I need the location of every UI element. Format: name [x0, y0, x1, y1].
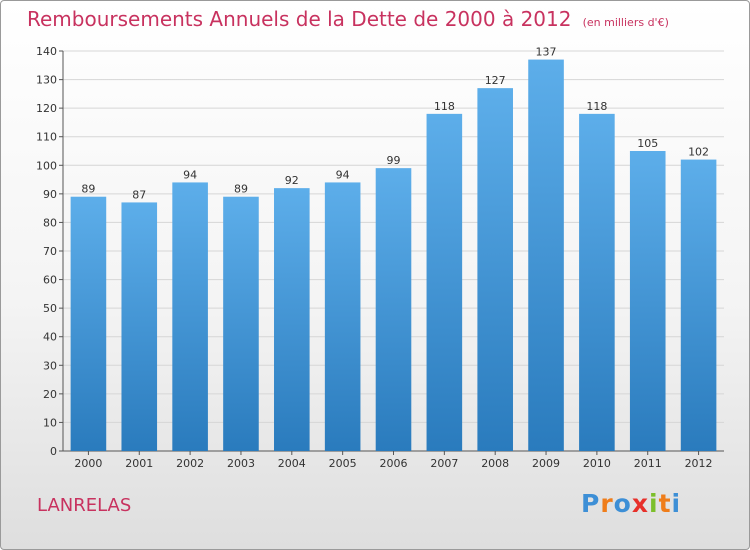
x-tick-label: 2004 — [278, 457, 306, 470]
chart-title-text: Remboursements Annuels de la Dette de 20… — [27, 7, 572, 31]
y-tick-label: 20 — [43, 388, 57, 401]
place-name: LANRELAS — [37, 495, 132, 516]
logo-letter: P — [581, 489, 601, 518]
bar — [121, 202, 158, 451]
bar — [223, 196, 259, 451]
data-label: 89 — [81, 183, 95, 196]
x-tick-label: 2009 — [532, 457, 560, 470]
chart-title: Remboursements Annuels de la Dette de 20… — [27, 7, 669, 31]
y-tick-label: 80 — [43, 216, 57, 229]
bar — [477, 88, 513, 452]
data-label: 92 — [285, 174, 299, 187]
bar — [324, 182, 361, 451]
bar — [274, 188, 310, 451]
data-label: 137 — [536, 46, 557, 59]
bar — [528, 59, 564, 451]
x-tick-label: 2001 — [125, 457, 153, 470]
data-label: 105 — [637, 137, 658, 150]
chart-unit-text: (en milliers d'€) — [582, 16, 669, 29]
y-tick-label: 10 — [43, 416, 57, 429]
x-tick-label: 2007 — [430, 457, 458, 470]
y-tick-label: 40 — [43, 331, 57, 344]
y-tick-label: 110 — [36, 131, 57, 144]
y-tick-label: 60 — [43, 274, 57, 287]
bar — [680, 159, 717, 452]
x-tick-label: 2006 — [380, 457, 408, 470]
bar — [70, 196, 107, 451]
y-tick-label: 90 — [43, 188, 57, 201]
logo-letter: i — [649, 489, 659, 518]
x-tick-label: 2010 — [583, 457, 611, 470]
data-label: 94 — [336, 168, 350, 181]
data-label: 99 — [387, 154, 401, 167]
data-label: 127 — [485, 74, 506, 87]
logo-letter: x — [631, 489, 649, 518]
data-label: 102 — [688, 146, 709, 159]
x-tick-label: 2003 — [227, 457, 255, 470]
y-tick-label: 130 — [36, 74, 57, 87]
proxiti-logo: Proxiti — [581, 489, 681, 518]
x-tick-label: 2002 — [176, 457, 204, 470]
data-label: 89 — [234, 183, 248, 196]
y-tick-label: 30 — [43, 359, 57, 372]
logo-letter: t — [658, 489, 672, 518]
data-label: 87 — [132, 188, 146, 201]
logo-letter: o — [613, 489, 632, 518]
y-tick-label: 100 — [36, 159, 57, 172]
data-label: 94 — [183, 168, 197, 181]
x-tick-label: 2008 — [481, 457, 509, 470]
data-label: 118 — [586, 100, 607, 113]
y-tick-label: 0 — [50, 445, 57, 458]
x-tick-label: 2005 — [329, 457, 357, 470]
data-label: 118 — [434, 100, 455, 113]
bar — [426, 113, 463, 451]
x-tick-label: 2012 — [685, 457, 713, 470]
y-tick-label: 120 — [36, 102, 57, 115]
bar — [629, 151, 666, 451]
bar — [375, 168, 412, 451]
x-tick-label: 2000 — [74, 457, 102, 470]
y-tick-label: 70 — [43, 245, 57, 258]
y-tick-label: 50 — [43, 302, 57, 315]
logo-letter: i — [671, 489, 682, 518]
bar — [172, 182, 208, 451]
x-tick-label: 2011 — [634, 457, 662, 470]
logo-letter: r — [600, 489, 614, 518]
y-tick-label: 140 — [36, 45, 57, 58]
bar — [579, 113, 615, 451]
